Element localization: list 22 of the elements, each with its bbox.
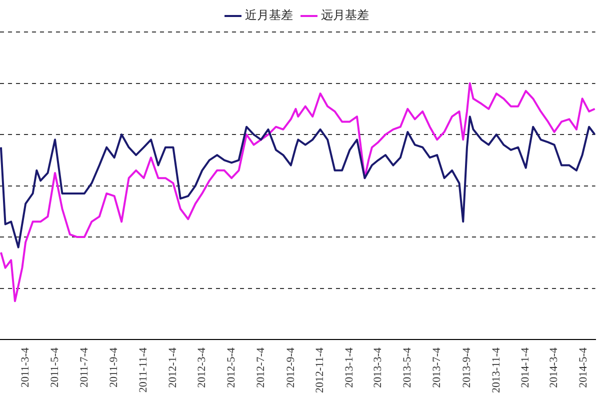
x-tick-label: 2012-5-4: [225, 347, 238, 388]
x-tick-label: 2011-7-4: [78, 347, 90, 388]
x-tick-label: 2014-3-4: [548, 347, 560, 388]
x-tick-label: 2013-3-4: [372, 347, 384, 388]
x-tick-label: 2012-1-4: [167, 347, 180, 388]
x-tick-label: 2013-11-4: [490, 347, 502, 394]
x-tick-label: 2013-9-4: [460, 347, 473, 388]
x-tick-label: 2014-1-4: [520, 347, 532, 388]
x-tick-label: 2012-7-4: [254, 347, 267, 388]
x-tick-label: 2011-11-4: [138, 347, 150, 393]
x-tick-label: 2013-5-4: [402, 347, 414, 388]
x-tick-label: 2014-5-4: [578, 347, 590, 388]
x-tick-label: 2012-3-4: [196, 347, 208, 388]
legend-label: 远月基差: [321, 8, 369, 22]
x-tick-label: 2013-1-4: [344, 347, 356, 388]
x-tick-label: 2011-9-4: [108, 347, 120, 388]
x-tick-label: 2012-9-4: [284, 347, 297, 388]
x-tick-label: 2013-7-4: [430, 347, 443, 388]
x-tick-label: 2011-5-4: [48, 347, 61, 388]
x-tick-label: 2011-3-4: [19, 347, 32, 388]
legend-label: 近月基差: [245, 8, 293, 22]
x-tick-label: 2012-11-4: [314, 347, 326, 394]
